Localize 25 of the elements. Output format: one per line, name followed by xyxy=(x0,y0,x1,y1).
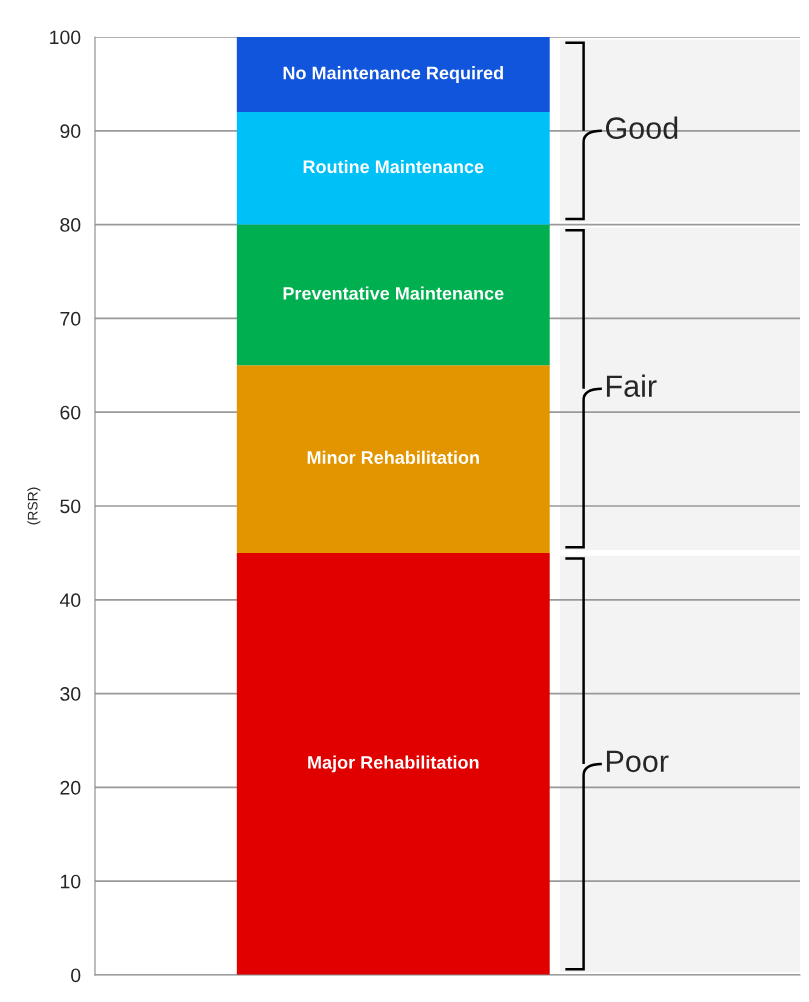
bar xyxy=(236,37,550,113)
y-tick-label: 40 xyxy=(59,593,81,608)
y-tick-label: 90 xyxy=(60,124,81,139)
series-label: Preventative Maintenance xyxy=(283,286,504,300)
bar xyxy=(236,552,550,975)
y-tick-label: 50 xyxy=(60,499,81,514)
bar xyxy=(236,365,550,553)
series-label: Routine Maintenance xyxy=(303,159,484,174)
series-label: No Maintenance Required xyxy=(283,66,503,83)
band-label: Poor xyxy=(606,750,669,773)
series-label: Major Rehabilitation xyxy=(308,755,479,773)
series-label: Minor Rehabilitation xyxy=(307,450,479,464)
y-tick-label: 30 xyxy=(60,687,81,701)
band-label: Good xyxy=(605,116,678,139)
y-tick-label: 20 xyxy=(60,780,81,795)
y-tick-label: 10 xyxy=(60,874,81,889)
y-tick-label: 70 xyxy=(60,311,81,326)
band-label: Fair xyxy=(606,374,657,397)
y-axis-title: (RSR) xyxy=(27,487,41,525)
bar xyxy=(236,224,550,366)
bar xyxy=(236,112,550,225)
y-tick-label: 0 xyxy=(71,968,81,983)
y-tick-label: 80 xyxy=(60,218,81,232)
y-tick-label: 100 xyxy=(50,30,81,45)
y-tick-label: 60 xyxy=(60,405,81,420)
